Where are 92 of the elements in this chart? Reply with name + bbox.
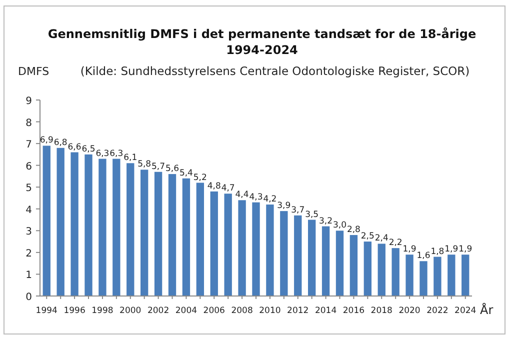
y-tick-label: 8 <box>26 118 32 129</box>
data-label: 6,8 <box>54 138 68 148</box>
bar <box>420 261 428 296</box>
y-tick-label: 4 <box>26 204 32 216</box>
data-label: 6,6 <box>68 142 82 152</box>
x-tick-label: 1996 <box>64 306 86 316</box>
bar <box>238 200 246 296</box>
data-label: 3,5 <box>305 210 319 220</box>
y-tick-label: 2 <box>26 248 32 260</box>
bar <box>280 211 288 296</box>
bar <box>98 158 106 296</box>
data-label: 5,2 <box>193 172 207 183</box>
bar <box>392 248 400 296</box>
data-label: 6,3 <box>96 148 110 159</box>
x-tick-label: 2010 <box>259 306 281 316</box>
y-tick-label: 9 <box>26 96 32 107</box>
data-label: 2,2 <box>388 238 402 248</box>
data-label: 5,8 <box>138 160 152 170</box>
y-tick-label: 7 <box>26 140 32 151</box>
data-label: 4,7 <box>221 184 235 194</box>
bar <box>140 170 148 296</box>
x-tick-label: 2018 <box>370 306 392 316</box>
x-tick-label: 1998 <box>92 306 114 316</box>
bar <box>224 194 232 296</box>
x-tick-label: 2002 <box>147 306 170 316</box>
x-tick-label: 2020 <box>398 306 420 316</box>
bar <box>266 204 274 296</box>
data-label: 4,2 <box>263 194 277 205</box>
text: (Kilde: Sundhedsstyrelsens Centrale Odontologiske Register, SCOR) <box>80 64 470 78</box>
data-label: 4,8 <box>207 181 221 192</box>
data-label: 4,4 <box>235 190 249 200</box>
data-label: 1,9 <box>458 244 472 255</box>
bar <box>210 191 218 296</box>
bar <box>252 202 260 296</box>
bar <box>294 215 302 296</box>
bar <box>322 226 330 296</box>
data-label: 2,4 <box>374 234 388 244</box>
bar <box>350 235 358 296</box>
bar <box>364 242 372 296</box>
data-label: 4,3 <box>249 192 263 202</box>
data-label: 1,6 <box>416 251 430 262</box>
bar <box>462 254 470 296</box>
y-axis-title: DMFS <box>18 65 50 78</box>
bar <box>308 220 316 296</box>
x-tick-label: 2014 <box>314 306 337 316</box>
x-tick-label: 2000 <box>120 306 142 316</box>
data-label: 3,2 <box>319 216 333 226</box>
bar <box>182 178 190 296</box>
bar <box>336 230 344 296</box>
data-label: 5,6 <box>165 164 180 174</box>
x-tick-label: 2012 <box>287 306 309 316</box>
bar <box>154 172 162 296</box>
data-label: 6,5 <box>82 144 96 154</box>
bar <box>112 158 120 296</box>
bar <box>70 152 78 296</box>
data-label: 1,8 <box>430 246 444 257</box>
data-label: 3,0 <box>332 220 347 231</box>
data-label: 5,4 <box>179 168 193 178</box>
chart-title: Gennemsnitlig DMFS i det permanente tandsæt for de 18-årige 1994-2024 <box>48 27 476 57</box>
y-tick-label: 6 <box>26 161 32 172</box>
x-tick-label: 2006 <box>203 306 225 316</box>
y-tick-label: 0 <box>26 292 32 303</box>
bar <box>434 256 442 296</box>
data-label: 3,9 <box>277 201 291 212</box>
bar <box>196 182 204 296</box>
data-label: 1,9 <box>402 244 416 255</box>
data-label: 6,3 <box>110 148 124 159</box>
data-label: 1,9 <box>444 244 458 255</box>
bar <box>126 163 134 296</box>
data-label: 6,1 <box>124 153 138 164</box>
bar <box>378 244 386 296</box>
x-tick-label: 2008 <box>231 306 253 316</box>
bar <box>168 174 176 296</box>
x-tick-label: 2024 <box>454 306 476 316</box>
x-tick-label: 2016 <box>342 306 365 316</box>
x-tick-label: 2004 <box>175 306 198 316</box>
y-tick-label: 5 <box>26 183 32 194</box>
bar <box>42 146 50 296</box>
y-tick-label: 3 <box>26 226 32 238</box>
bar <box>448 254 456 296</box>
data-label: 2,8 <box>346 225 360 236</box>
x-axis-title: År <box>480 302 494 317</box>
data-label: 6,9 <box>40 136 54 146</box>
x-tick-label: 2022 <box>426 306 448 316</box>
x-tick-label: 1994 <box>36 306 58 316</box>
bar <box>84 154 92 296</box>
y-tick-label: 1 <box>26 270 32 282</box>
data-label: 5,7 <box>152 162 166 172</box>
bar <box>56 148 64 296</box>
bar <box>406 254 414 296</box>
data-label: 2,5 <box>360 232 374 242</box>
data-label: 3,7 <box>291 205 305 216</box>
